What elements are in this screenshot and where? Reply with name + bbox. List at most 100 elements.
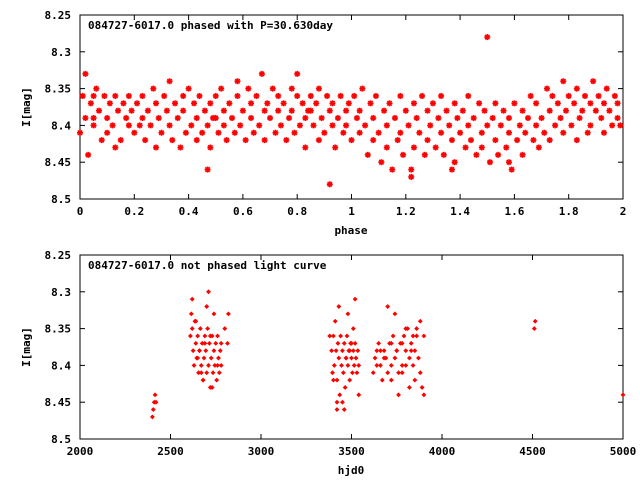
- unphased-data-point: [206, 340, 212, 346]
- phased-x-tick-label: 1.8: [559, 205, 579, 218]
- phased-data-point: [229, 115, 236, 122]
- unphased-data-point: [374, 362, 380, 368]
- phased-data-point: [421, 151, 428, 158]
- unphased-data-point: [206, 289, 211, 295]
- unphased-x-tick-label: 5000: [610, 445, 637, 458]
- phased-data-point: [234, 78, 241, 85]
- unphased-data-point: [416, 355, 421, 361]
- phased-data-point: [180, 92, 187, 99]
- unphased-data-point: [193, 318, 199, 324]
- phased-data-point: [435, 115, 442, 122]
- phased-data-point: [378, 159, 385, 166]
- unphased-data-point: [347, 348, 353, 354]
- unphased-data-point: [149, 414, 155, 420]
- unphased-data-point: [330, 377, 336, 383]
- phased-data-point: [394, 137, 401, 144]
- phased-data-point: [587, 100, 594, 107]
- unphased-data-point: [349, 355, 354, 361]
- unphased-data-point: [394, 348, 400, 354]
- phased-data-point: [136, 122, 143, 129]
- phased-axis-ticks: 0 0.2 0.4 0.6 0.8 1 1.2 1.4 1.6 1.8 2 8.25 8.3 8.35 8.…: [45, 9, 627, 218]
- phased-data-point: [397, 129, 404, 136]
- unphased-data-point: [381, 348, 387, 354]
- phased-data-point: [169, 137, 176, 144]
- unphased-x-tick-label: 3500: [338, 445, 365, 458]
- unphased-data-point: [191, 362, 197, 368]
- phased-data-point: [199, 129, 206, 136]
- phased-data-point: [519, 107, 526, 114]
- phased-data-point: [503, 144, 510, 151]
- phased-data-point: [484, 122, 491, 129]
- unphased-x-tick-label: 3000: [248, 445, 275, 458]
- unphased-data-point: [205, 326, 211, 332]
- unphased-data-point: [345, 362, 351, 368]
- phased-data-point: [258, 70, 265, 77]
- phased-data-points: [77, 34, 624, 188]
- unphased-data-point: [342, 385, 348, 390]
- phased-plot-frame: [79, 14, 624, 200]
- unphased-light-curve-panel: 2000 2500 3000 3500 4000 4500 5000 8.25 8.3 8.35 8…: [20, 249, 636, 477]
- phased-data-point: [153, 144, 160, 151]
- phased-data-point: [451, 159, 458, 166]
- phased-data-point: [104, 129, 111, 136]
- phased-y-tick-label: 8.25: [45, 9, 72, 22]
- phased-data-point: [302, 144, 309, 151]
- unphased-data-point: [356, 392, 362, 398]
- phased-data-point: [571, 100, 578, 107]
- phased-data-point: [185, 85, 192, 92]
- phased-data-point: [511, 100, 518, 107]
- phased-data-point: [606, 107, 613, 114]
- phased-data-point: [201, 107, 208, 114]
- phased-data-point: [448, 166, 455, 173]
- phased-data-point: [391, 115, 398, 122]
- phased-data-point: [207, 144, 214, 151]
- phased-data-point: [250, 129, 257, 136]
- phased-data-point: [492, 137, 499, 144]
- phased-data-point: [530, 137, 537, 144]
- phased-data-point: [242, 137, 249, 144]
- phased-data-point: [134, 100, 141, 107]
- phased-data-point: [215, 129, 222, 136]
- phased-data-point: [397, 92, 404, 99]
- phased-data-point: [343, 122, 350, 129]
- unphased-data-point: [399, 340, 405, 346]
- phased-data-point: [617, 122, 624, 129]
- phased-data-point: [584, 129, 591, 136]
- unphased-data-point: [381, 355, 387, 361]
- unphased-data-point: [356, 362, 362, 368]
- phased-x-tick-label: 0.2: [124, 205, 144, 218]
- unphased-data-point: [378, 348, 383, 354]
- phased-data-point: [155, 115, 162, 122]
- phased-data-point: [353, 115, 360, 122]
- phased-data-point: [568, 122, 575, 129]
- phased-data-point: [98, 137, 105, 144]
- phased-data-point: [82, 70, 89, 77]
- phased-data-point: [476, 100, 483, 107]
- unphased-data-point: [341, 340, 347, 346]
- phased-data-point: [172, 100, 179, 107]
- unphased-data-point: [332, 318, 338, 324]
- phased-data-point: [275, 107, 282, 114]
- phased-data-point: [123, 115, 130, 122]
- phased-data-point: [429, 100, 436, 107]
- phased-data-point: [603, 85, 610, 92]
- phased-data-point: [505, 129, 512, 136]
- unphased-data-point: [225, 311, 231, 317]
- phased-data-point: [410, 144, 417, 151]
- unphased-data-point: [421, 333, 427, 339]
- unphased-plot-frame: [79, 254, 624, 440]
- phased-data-point: [560, 129, 567, 136]
- phased-data-point: [424, 137, 431, 144]
- phased-data-point: [177, 144, 184, 151]
- unphased-y-tick-label: 8.45: [45, 396, 72, 409]
- unphased-data-point: [187, 333, 193, 339]
- unphased-data-point: [354, 370, 360, 376]
- unphased-data-point: [378, 362, 383, 368]
- unphased-data-point: [347, 377, 353, 383]
- unphased-y-tick-label: 8.25: [45, 249, 72, 262]
- phased-data-point: [454, 115, 461, 122]
- phased-data-point: [212, 115, 219, 122]
- phased-data-point: [413, 115, 420, 122]
- phased-data-point: [408, 173, 415, 180]
- phased-data-point: [600, 100, 607, 107]
